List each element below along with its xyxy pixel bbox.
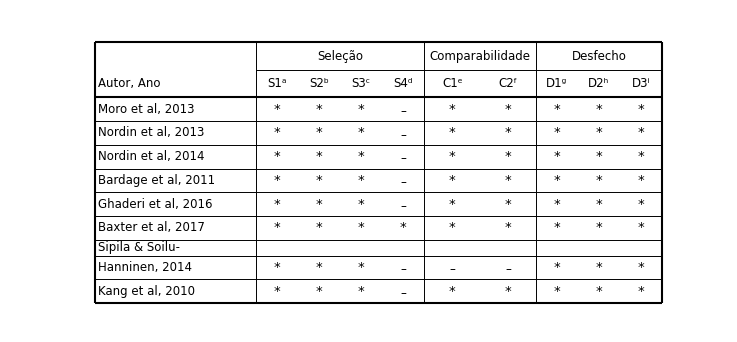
Text: *: * — [505, 198, 511, 211]
Text: *: * — [315, 127, 323, 140]
Text: C2ᶠ: C2ᶠ — [498, 77, 517, 90]
Text: *: * — [273, 285, 280, 298]
Text: *: * — [273, 198, 280, 211]
Text: *: * — [273, 261, 280, 274]
Text: *: * — [638, 198, 644, 211]
Text: *: * — [315, 221, 323, 234]
Text: Bardage et al, 2011: Bardage et al, 2011 — [99, 174, 215, 187]
Text: S4ᵈ: S4ᵈ — [394, 77, 413, 90]
Text: *: * — [638, 285, 644, 298]
Text: *: * — [595, 198, 602, 211]
Text: *: * — [358, 174, 365, 187]
Text: *: * — [553, 198, 560, 211]
Text: –: – — [400, 176, 406, 189]
Text: *: * — [400, 221, 407, 234]
Text: *: * — [273, 103, 280, 116]
Text: *: * — [315, 285, 323, 298]
Text: *: * — [315, 198, 323, 211]
Text: *: * — [273, 127, 280, 140]
Text: Nordin et al, 2013: Nordin et al, 2013 — [99, 127, 205, 140]
Text: *: * — [449, 150, 455, 163]
Text: Sipila & Soilu-: Sipila & Soilu- — [99, 241, 181, 254]
Text: C1ᵉ: C1ᵉ — [442, 77, 463, 90]
Text: –: – — [400, 153, 406, 166]
Text: *: * — [638, 174, 644, 187]
Text: *: * — [449, 103, 455, 116]
Text: *: * — [358, 198, 365, 211]
Text: D2ʰ: D2ʰ — [588, 77, 609, 90]
Text: *: * — [595, 285, 602, 298]
Text: *: * — [553, 150, 560, 163]
Text: *: * — [553, 174, 560, 187]
Text: –: – — [400, 129, 406, 142]
Text: Baxter et al, 2017: Baxter et al, 2017 — [99, 221, 206, 234]
Text: Desfecho: Desfecho — [572, 50, 626, 63]
Text: *: * — [273, 150, 280, 163]
Text: –: – — [505, 263, 511, 276]
Text: Kang et al, 2010: Kang et al, 2010 — [99, 285, 195, 298]
Text: Autor, Ano: Autor, Ano — [99, 77, 161, 90]
Text: Moro et al, 2013: Moro et al, 2013 — [99, 103, 195, 116]
Text: *: * — [505, 103, 511, 116]
Text: *: * — [505, 127, 511, 140]
Text: *: * — [273, 221, 280, 234]
Text: *: * — [553, 285, 560, 298]
Text: *: * — [638, 261, 644, 274]
Text: *: * — [553, 221, 560, 234]
Text: –: – — [450, 263, 455, 276]
Text: Nordin et al, 2014: Nordin et al, 2014 — [99, 150, 205, 163]
Text: *: * — [595, 221, 602, 234]
Text: –: – — [400, 287, 406, 300]
Text: *: * — [595, 103, 602, 116]
Text: –: – — [400, 263, 406, 276]
Text: *: * — [553, 103, 560, 116]
Text: *: * — [449, 221, 455, 234]
Text: S3ᶜ: S3ᶜ — [352, 77, 371, 90]
Text: *: * — [315, 174, 323, 187]
Text: *: * — [553, 127, 560, 140]
Text: S2ᵇ: S2ᵇ — [310, 77, 329, 90]
Text: *: * — [358, 285, 365, 298]
Text: *: * — [638, 127, 644, 140]
Text: D3ⁱ: D3ⁱ — [632, 77, 651, 90]
Text: Seleção: Seleção — [317, 50, 363, 63]
Text: *: * — [595, 174, 602, 187]
Text: Hanninen, 2014: Hanninen, 2014 — [99, 261, 192, 274]
Text: *: * — [449, 285, 455, 298]
Text: –: – — [400, 105, 406, 118]
Text: *: * — [449, 198, 455, 211]
Text: *: * — [358, 103, 365, 116]
Text: S1ᵃ: S1ᵃ — [268, 77, 287, 90]
Text: *: * — [449, 174, 455, 187]
Text: *: * — [273, 174, 280, 187]
Text: *: * — [505, 174, 511, 187]
Text: *: * — [638, 221, 644, 234]
Text: Ghaderi et al, 2016: Ghaderi et al, 2016 — [99, 198, 213, 211]
Text: *: * — [595, 150, 602, 163]
Text: *: * — [315, 261, 323, 274]
Text: *: * — [638, 103, 644, 116]
Text: *: * — [315, 103, 323, 116]
Text: *: * — [595, 261, 602, 274]
Text: *: * — [505, 150, 511, 163]
Text: *: * — [315, 150, 323, 163]
Text: Comparabilidade: Comparabilidade — [430, 50, 531, 63]
Text: *: * — [358, 221, 365, 234]
Text: *: * — [553, 261, 560, 274]
Text: *: * — [358, 150, 365, 163]
Text: D1ᵍ: D1ᵍ — [546, 77, 567, 90]
Text: *: * — [449, 127, 455, 140]
Text: *: * — [358, 261, 365, 274]
Text: *: * — [595, 127, 602, 140]
Text: *: * — [505, 285, 511, 298]
Text: *: * — [638, 150, 644, 163]
Text: *: * — [505, 221, 511, 234]
Text: –: – — [400, 200, 406, 213]
Text: *: * — [358, 127, 365, 140]
